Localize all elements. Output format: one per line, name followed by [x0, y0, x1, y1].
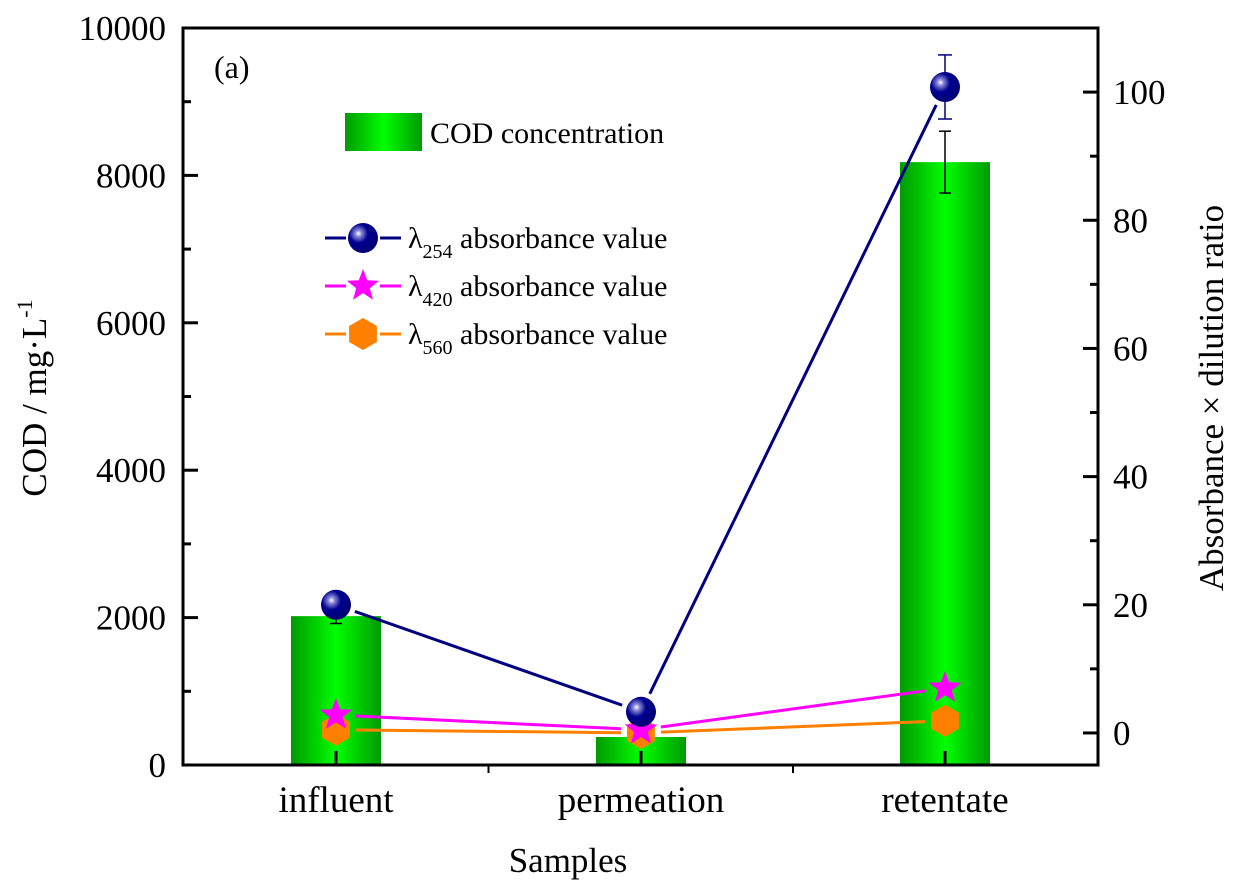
legend-marker-lambda560: [349, 318, 377, 350]
x-axis: influent permeation retentate: [278, 751, 1009, 821]
lines-layer: [354, 104, 938, 735]
legend-label-lambda254: λ254 absorbance value: [408, 222, 667, 263]
panel-label: (a): [214, 49, 250, 85]
category-label-influent: influent: [278, 780, 394, 821]
x-axis-title: Samples: [509, 841, 628, 880]
point-lambda420-permeation: [624, 712, 658, 744]
point-lambda254-retentate: [930, 71, 960, 102]
bar-retentate: [900, 162, 990, 765]
y-axis-title-left-main: COD / mg·L: [15, 318, 54, 497]
right-tick-label: 80: [1113, 201, 1148, 240]
lambda-subscript: 420: [423, 289, 453, 311]
right-axis: 0 20 40 60 80 100: [1083, 26, 1166, 753]
legend-label-lambda560: λ560 absorbance value: [408, 318, 667, 359]
point-lambda560-retentate: [931, 704, 959, 737]
left-tick-label: 0: [149, 746, 167, 785]
legend-item-lambda254: λ254 absorbance value: [325, 222, 667, 263]
markers-layer: [319, 54, 962, 749]
lambda-subscript: 560: [423, 337, 453, 359]
left-tick-label: 2000: [96, 599, 166, 638]
y-axis-title-left: COD / mg·L-1: [12, 299, 54, 496]
legend-item-cod: COD concentration: [345, 113, 664, 151]
right-tick-label: 20: [1113, 586, 1148, 625]
bars-layer: [291, 130, 990, 765]
category-label-permeation: permeation: [558, 780, 724, 821]
point-lambda254-influent: [321, 589, 351, 620]
line-segment-lambda254: [648, 104, 938, 695]
left-tick-label: 10000: [79, 9, 167, 48]
y-axis-title-right: Absorbance × dilution ratio: [1192, 205, 1231, 591]
point-lambda420-influent: [319, 698, 353, 729]
right-tick-label: 0: [1113, 714, 1131, 753]
legend-label-cod: COD concentration: [430, 117, 664, 150]
legend: COD concentration λ254 absorbance valueλ…: [325, 113, 667, 359]
left-tick-label: 6000: [96, 304, 166, 343]
legend-series-name: absorbance value: [453, 318, 668, 351]
point-lambda420-retentate: [928, 671, 962, 702]
line-segment-lambda560: [660, 720, 926, 734]
lambda-subscript: 254: [423, 241, 453, 263]
right-tick-label: 100: [1113, 73, 1166, 112]
legend-swatch-cod: [345, 113, 422, 151]
legend-marker-lambda254: [348, 223, 378, 253]
line-segment-lambda420: [355, 714, 622, 731]
legend-item-lambda420: λ420 absorbance value: [325, 269, 667, 311]
y-axis-title-left-sup: -1: [12, 299, 37, 317]
left-axis: 0 2000 4000 6000 8000 10000: [79, 9, 198, 785]
category-label-retentate: retentate: [881, 780, 1008, 821]
legend-series-name: absorbance value: [453, 270, 668, 303]
lambda-symbol: λ: [408, 222, 423, 255]
right-tick-label: 40: [1113, 458, 1148, 497]
left-tick-label: 8000: [96, 156, 166, 195]
line-segment-lambda254: [354, 609, 623, 707]
point-lambda254-permeation: [626, 696, 656, 727]
line-segment-lambda560: [355, 728, 622, 735]
right-tick-label: 60: [1113, 329, 1148, 368]
lambda-symbol: λ: [408, 270, 423, 303]
legend-label-lambda420: λ420 absorbance value: [408, 270, 667, 311]
line-segment-lambda420: [660, 689, 926, 729]
lambda-symbol: λ: [408, 318, 423, 351]
bar-error-retentate: [939, 130, 951, 194]
legend-marker-lambda420: [346, 269, 380, 300]
left-tick-label: 4000: [96, 451, 166, 490]
legend-item-lambda560: λ560 absorbance value: [325, 318, 667, 359]
legend-series-name: absorbance value: [453, 222, 668, 255]
